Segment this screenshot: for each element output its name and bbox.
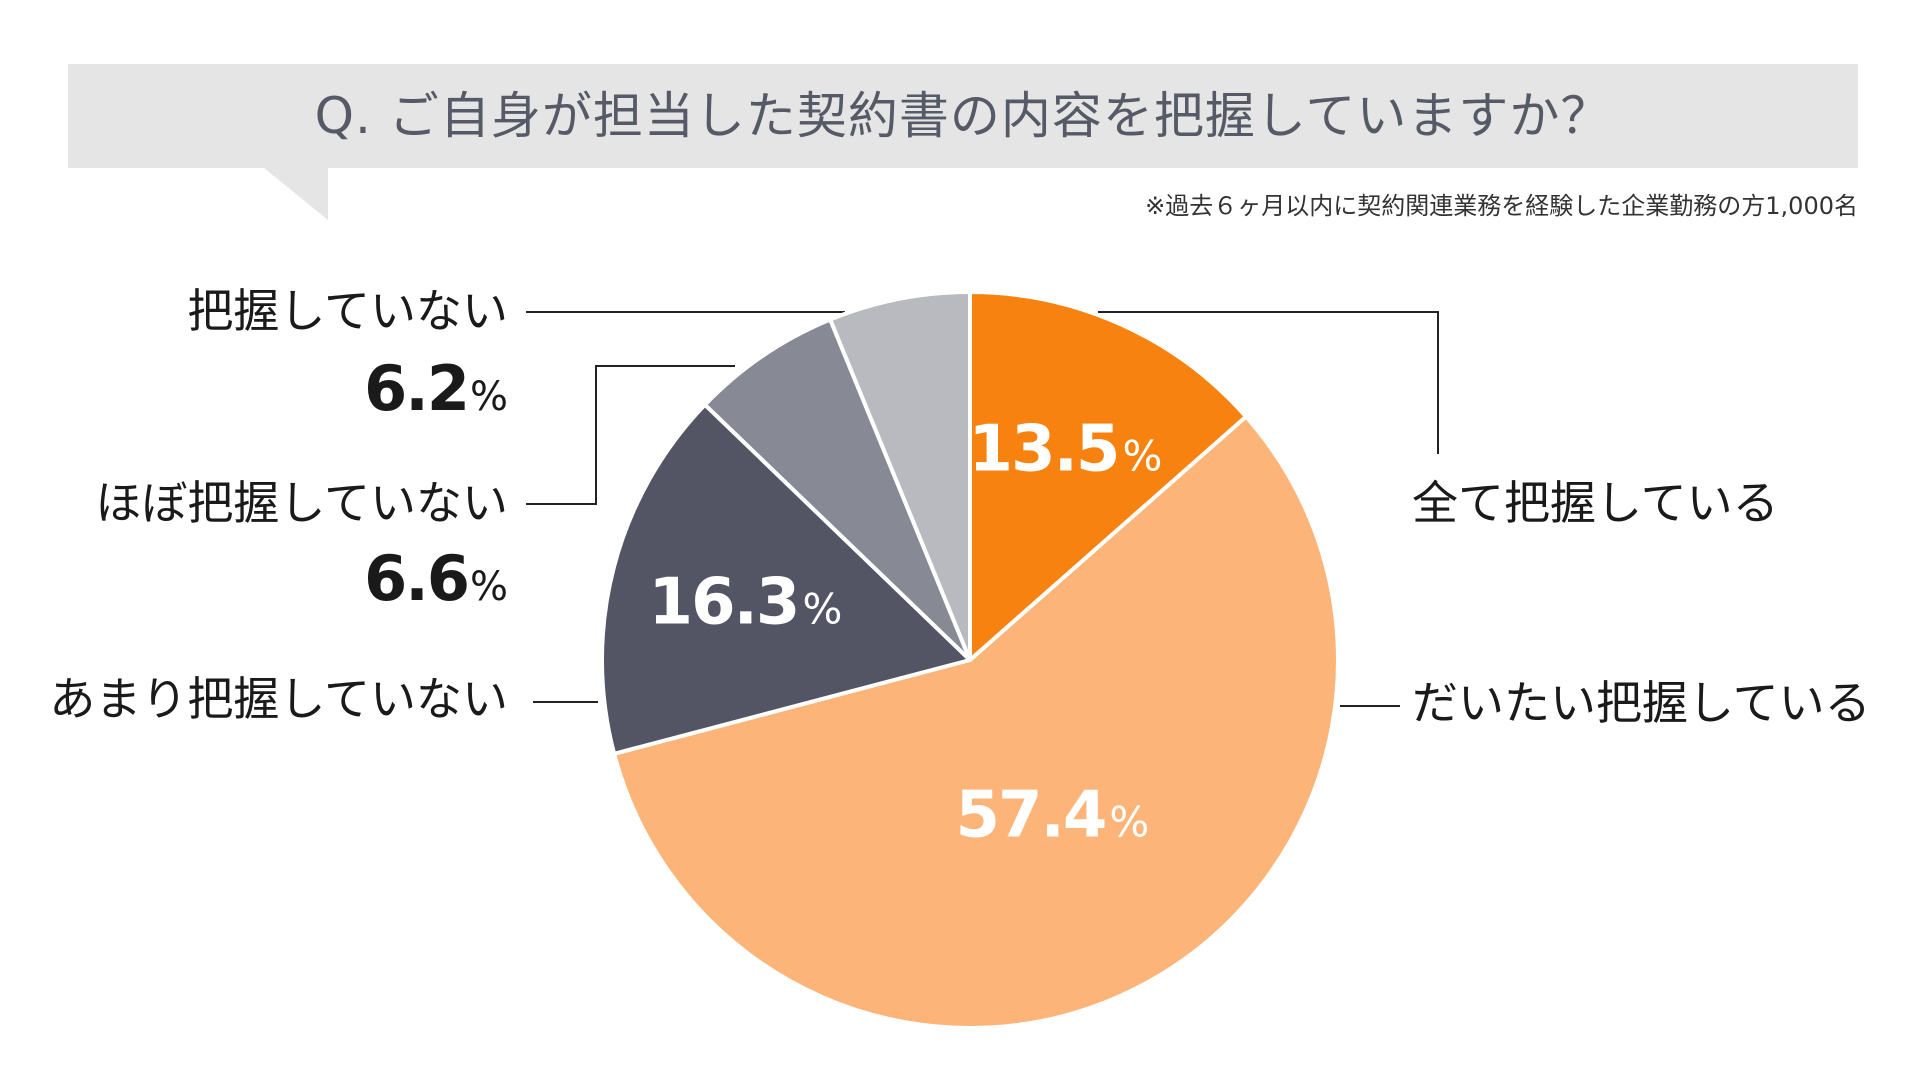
slice-value-zenbu: 13.5% xyxy=(969,413,1163,487)
slice-value-hobo-number: 6.6 xyxy=(364,542,470,615)
slice-value-amari: 16.3% xyxy=(649,566,843,640)
pie-slice-daitai xyxy=(612,414,1340,1030)
title-bubble-tail xyxy=(264,168,328,220)
slice-label-daitai: だいたい把握している xyxy=(1412,676,1871,730)
slice-value-haaku-shiteinai: 6.2% xyxy=(364,358,508,420)
slice-label-zenbu: 全て把握している xyxy=(1412,476,1779,530)
pie-slice-zenbu xyxy=(968,290,1249,662)
percent-sign: % xyxy=(469,564,508,610)
title-bubble xyxy=(68,64,1858,168)
pie-slice-hobo xyxy=(702,317,972,662)
slice-label-haaku-shiteinai: 把握していない xyxy=(187,284,508,338)
slice-value-daitai: 57.4% xyxy=(955,778,1149,852)
slice-label-amari: あまり把握していない xyxy=(49,672,508,726)
leader-line-zenbu xyxy=(1098,311,1439,454)
survey-note: ※過去６ヶ月以内に契約関連業務を経験した企業勤務の方1,000名 xyxy=(1145,192,1858,220)
leader-lines xyxy=(526,311,1439,707)
slice-value-hobo: 6.6% xyxy=(364,548,508,610)
pie-slice-amari xyxy=(600,402,972,756)
chart-title: Q. ご自身が担当した契約書の内容を把握していますか？ xyxy=(314,87,1612,145)
slice-label-hobo: ほぼ把握していない xyxy=(95,476,508,530)
pie-slice-haaku-shiteinai xyxy=(828,290,972,662)
percent-sign: % xyxy=(469,374,508,420)
pie-value-labels: 13.5% 57.4% 16.3% xyxy=(649,413,1163,853)
leader-line-hobo xyxy=(526,365,735,505)
pie-slices xyxy=(600,290,1340,1030)
slice-value-haaku-shiteinai-number: 6.2 xyxy=(364,352,470,425)
